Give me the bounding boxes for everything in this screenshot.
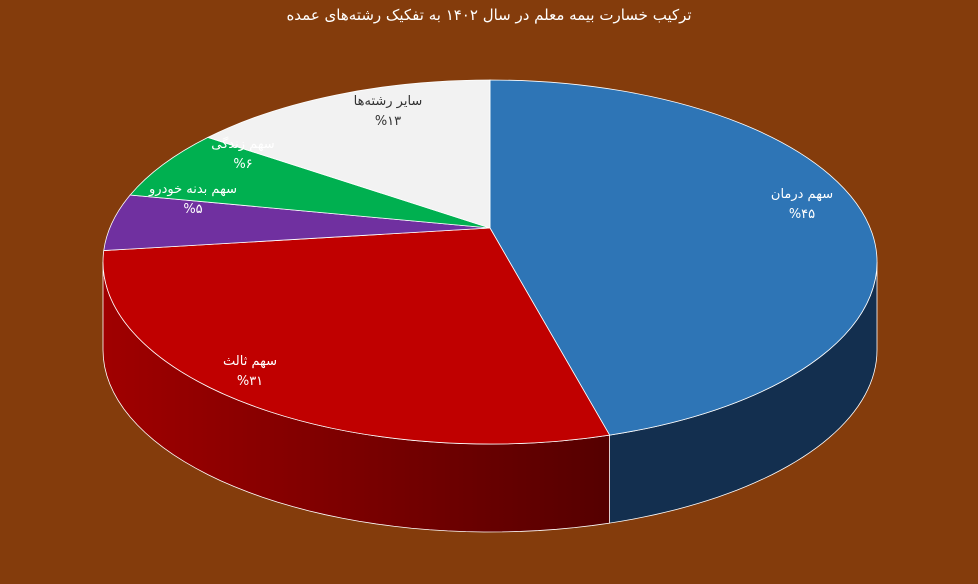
slice-value: %۵ — [183, 202, 203, 217]
chart-title: ترکیب خسارت بیمه معلم در سال ۱۴۰۲ به تفک… — [286, 6, 692, 24]
data-label: سهم زندگی %۶ — [211, 135, 274, 175]
data-label: سهم درمان %۴۵ — [771, 185, 833, 225]
slice-value: %۳۱ — [236, 374, 264, 389]
slice[interactable] — [206, 79, 491, 229]
slice[interactable] — [102, 227, 611, 445]
data-label: سهم بدنه خودرو %۵ — [149, 180, 237, 220]
slice-value: %۴۵ — [788, 207, 816, 222]
data-label: سایر رشته‌ها %۱۳ — [354, 92, 423, 132]
slice-label: سهم درمان — [770, 187, 834, 202]
slice-value: %۱۳ — [374, 114, 402, 129]
slice[interactable] — [129, 136, 491, 229]
slice-label: سهم ثالث — [223, 354, 277, 369]
data-label: سهم ثالث %۳۱ — [223, 352, 277, 392]
slice-label: سهم بدنه خودرو — [149, 182, 237, 197]
slice[interactable] — [489, 79, 878, 436]
slice-value: %۶ — [233, 157, 253, 172]
slice-label: سایر رشته‌ها — [353, 94, 423, 109]
slice-label: سهم زندگی — [211, 137, 275, 152]
